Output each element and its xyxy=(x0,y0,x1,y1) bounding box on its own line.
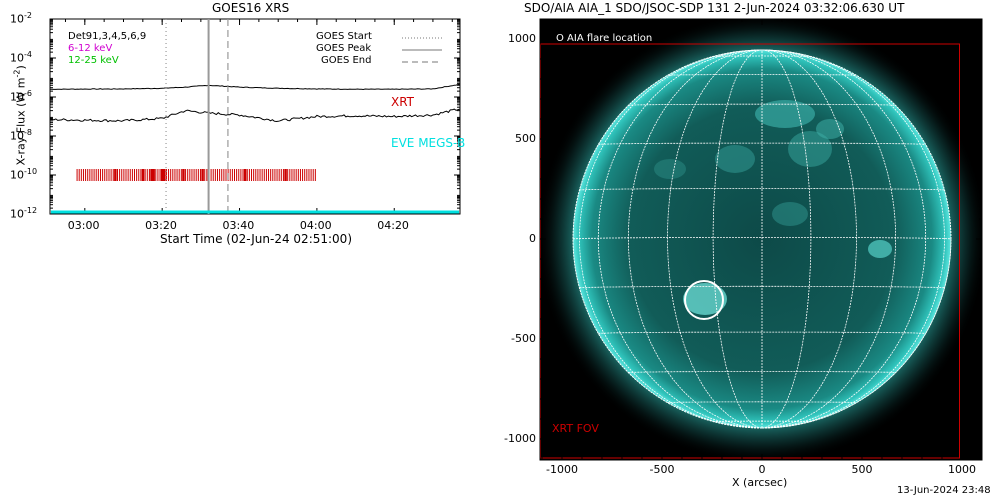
active-region xyxy=(683,283,727,315)
flare-location-circle xyxy=(684,280,724,320)
legend-left-entry: 12-25 keV xyxy=(68,55,119,66)
y-tick-label: 10-8 xyxy=(10,128,32,143)
aia-y-tick-label: 500 xyxy=(515,132,536,145)
aia-image xyxy=(540,19,982,460)
eve-series-label: EVE MEGS-B xyxy=(391,136,466,150)
longitude-line xyxy=(761,49,946,429)
aia-x-tick-label: -500 xyxy=(649,463,675,476)
active-regions xyxy=(654,100,892,315)
x-tick-label: 03:40 xyxy=(222,219,255,232)
y-tick-label: 10-10 xyxy=(10,167,38,182)
x-tick-label: 03:20 xyxy=(145,219,177,232)
aia-y-tick-label: -500 xyxy=(511,332,536,345)
longitude-line xyxy=(578,49,763,429)
latitude-line xyxy=(667,74,857,76)
legend-line-sample xyxy=(402,49,442,51)
heliographic-grid xyxy=(572,49,952,429)
latitude-line xyxy=(667,401,857,403)
longitude-line xyxy=(712,49,763,429)
active-region xyxy=(654,159,686,179)
active-region xyxy=(868,240,892,258)
goes-plot-frame xyxy=(49,18,461,215)
aia-x-tick-label: 500 xyxy=(851,463,873,476)
legend-left-entry: Det91,3,4,5,6,9 xyxy=(68,31,147,42)
active-region xyxy=(772,202,808,226)
longitude-line xyxy=(761,49,927,429)
legend-right-entry: GOES End xyxy=(321,55,372,66)
longitude-line xyxy=(761,49,812,429)
aia-legend: O AIA flare location xyxy=(556,33,653,44)
y-tick-label: 10-4 xyxy=(10,50,32,65)
aia-y-tick-label: -1000 xyxy=(504,432,536,445)
legend-line-sample xyxy=(402,37,442,39)
legend-line-sample xyxy=(402,61,442,63)
aia-y-tick-label: 1000 xyxy=(508,32,536,45)
y-tick-label: 10-2 xyxy=(10,11,32,26)
aia-x-tick-label: 1000 xyxy=(948,463,976,476)
y-tick-label: 10-6 xyxy=(10,89,32,104)
active-region xyxy=(755,100,815,128)
footer-timestamp: 13-Jun-2024 23:48 xyxy=(897,485,991,496)
longitude-line xyxy=(597,49,763,429)
goes-short-channel-trace xyxy=(49,108,461,123)
aia-y-tick-label: 0 xyxy=(529,232,536,245)
aia-frame-axes xyxy=(539,18,983,461)
longitude-line xyxy=(761,49,857,429)
aia-frame xyxy=(539,18,983,461)
y-tick-label: 10-12 xyxy=(10,206,38,221)
longitude-line xyxy=(627,49,763,429)
goes-long-channel-trace xyxy=(50,83,461,91)
goes-title: GOES16 XRS xyxy=(212,1,290,15)
goes-y-axis-label: X-ray Flux (W m-2) xyxy=(12,65,28,166)
x-tick-label: 04:20 xyxy=(377,219,409,232)
x-tick-label: 04:00 xyxy=(299,219,332,232)
legend-right-entry: GOES Peak xyxy=(316,43,372,54)
longitude-line xyxy=(761,49,897,429)
legend-left-entry: 6-12 keV xyxy=(68,43,113,54)
limb-line xyxy=(572,49,952,429)
active-region xyxy=(788,131,832,167)
latitude-line xyxy=(598,331,926,334)
aia-x-tick-label: 0 xyxy=(758,463,766,476)
active-region xyxy=(715,145,755,173)
xrt-series-label: XRT xyxy=(391,95,415,109)
goes-plot xyxy=(49,18,461,215)
aia-title: SDO/AIA AIA_1 SDO/JSOC-SDP 131 2-Jun-202… xyxy=(524,1,905,15)
goes-x-axis-label: Start Time (02-Jun-24 02:51:00) xyxy=(160,232,352,246)
legend-right-entry: GOES Start xyxy=(316,31,372,42)
x-tick-label: 03:00 xyxy=(67,219,100,232)
aia-x-axis-label: X (arcsec) xyxy=(732,476,788,489)
xrt-fov-label: XRT FOV xyxy=(552,422,599,435)
latitude-line xyxy=(628,103,896,106)
aia-x-tick-label: -1000 xyxy=(546,463,578,476)
longitude-line xyxy=(667,49,763,429)
